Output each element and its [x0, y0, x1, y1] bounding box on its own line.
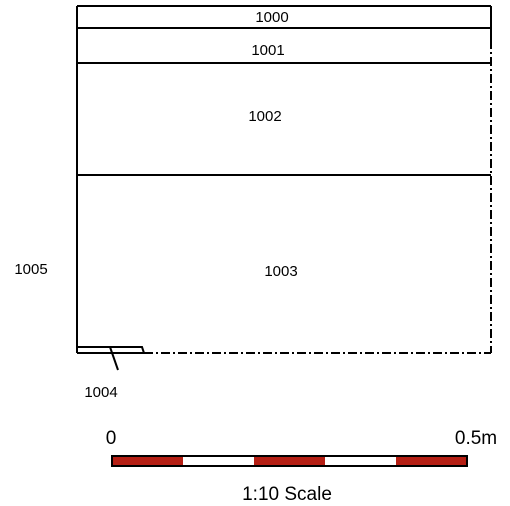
scale-start-label: 0	[106, 428, 117, 449]
context-label-1001: 1001	[251, 42, 284, 59]
scale-segment-1	[112, 456, 183, 466]
scale-segment-5	[396, 456, 467, 466]
scale-segment-2	[183, 456, 254, 466]
context-label-1005: 1005	[14, 261, 47, 278]
context-1004-leader	[109, 346, 119, 371]
context-1004-shape	[77, 346, 146, 371]
context-label-1000: 1000	[255, 9, 288, 26]
scale-bar	[111, 455, 468, 467]
context-boundaries	[77, 27, 491, 176]
scale-segment-4	[325, 456, 396, 466]
scale-caption: 1:10 Scale	[242, 484, 332, 505]
context-label-1002: 1002	[248, 108, 281, 125]
scale-bar-outline	[111, 455, 468, 467]
context-label-1004: 1004	[84, 384, 117, 401]
context-1004-outline	[77, 346, 146, 354]
scale-end-label: 0.5m	[455, 428, 497, 449]
scale-segment-3	[254, 456, 325, 466]
context-label-1003: 1003	[264, 263, 297, 280]
